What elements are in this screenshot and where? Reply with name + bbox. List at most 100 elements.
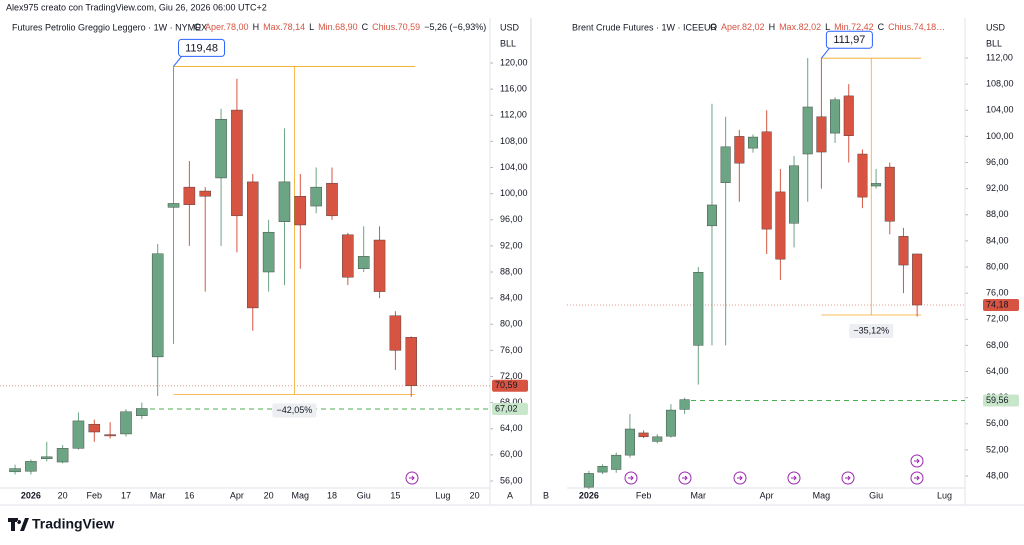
x-tick-label: Mar bbox=[150, 490, 166, 500]
logo-text: TradingView bbox=[32, 516, 114, 532]
x-tick-label: Apr bbox=[760, 490, 774, 500]
candle-body bbox=[706, 204, 717, 227]
x-tick-label: Mag bbox=[292, 490, 310, 500]
event-icon-glyph bbox=[682, 475, 688, 481]
x-tick-label: 18 bbox=[327, 490, 337, 500]
candle-body bbox=[720, 146, 731, 183]
ohlc-item: Chius.74,18… bbox=[888, 22, 945, 32]
candle-body bbox=[734, 136, 745, 164]
y-tick-label: 76,00 bbox=[986, 288, 1009, 298]
x-tick-label: 16 bbox=[184, 490, 194, 500]
x-tick-label: 2026 bbox=[21, 490, 41, 500]
callout-box bbox=[825, 30, 873, 49]
candle-body bbox=[830, 99, 841, 134]
y-tick-label: 92,00 bbox=[986, 183, 1009, 193]
candle-body bbox=[775, 191, 786, 260]
ohlc-item: L bbox=[825, 22, 830, 32]
y-tick-label: 88,00 bbox=[986, 209, 1009, 219]
ohlc-item: O bbox=[194, 22, 201, 32]
event-icon-glyph bbox=[791, 475, 797, 481]
event-icon-glyph bbox=[737, 475, 743, 481]
candle-body bbox=[25, 461, 37, 472]
candle-body bbox=[357, 256, 370, 269]
candle-body bbox=[56, 448, 69, 463]
candle-body bbox=[262, 231, 275, 273]
candle-body bbox=[884, 166, 895, 222]
event-icon-glyph bbox=[628, 475, 634, 481]
x-tick-label: Feb bbox=[636, 490, 652, 500]
candle-body bbox=[136, 408, 148, 416]
event-icon-glyph bbox=[914, 458, 920, 464]
y-tick-label: 108,00 bbox=[986, 78, 1014, 88]
logo-icon bbox=[8, 518, 29, 531]
ohlc-item: Aper.78,00 bbox=[205, 22, 249, 32]
callout-label: 111,97 bbox=[833, 34, 865, 46]
tradingview-logo: TradingView bbox=[8, 516, 114, 532]
y-tick-label: 56,00 bbox=[986, 418, 1009, 428]
measure-label: −42,05% bbox=[276, 405, 312, 415]
event-icon-glyph bbox=[409, 475, 415, 481]
candle-body bbox=[310, 186, 322, 207]
callout-pointer bbox=[821, 47, 830, 59]
unit: BLL bbox=[500, 38, 516, 48]
unit: BLL bbox=[986, 38, 1002, 48]
y-tick-label: 48,00 bbox=[986, 470, 1009, 480]
candle-body bbox=[857, 153, 868, 198]
callout-label: 119,48 bbox=[185, 42, 218, 54]
y-tick-label: 60,00 bbox=[500, 449, 523, 459]
ohlc-item: C bbox=[878, 22, 885, 32]
ohlc-item: Chius.70,59 bbox=[372, 22, 420, 32]
x-tick-label: 20 bbox=[470, 490, 480, 500]
ohlc-item: H bbox=[769, 22, 776, 32]
candle-body bbox=[231, 109, 243, 217]
symbol-title: Brent Crude Futures · 1W · ICEEUR bbox=[572, 22, 718, 32]
candle-body bbox=[326, 182, 338, 217]
ohlc-item: Max.82,02 bbox=[779, 22, 821, 32]
x-tick-label: Mar bbox=[691, 490, 707, 500]
y-tick-label: 68,00 bbox=[986, 340, 1009, 350]
y-tick-label: 56,00 bbox=[500, 475, 523, 485]
candle-body bbox=[41, 456, 53, 459]
candle-body bbox=[278, 181, 291, 222]
event-icon-glyph bbox=[845, 475, 851, 481]
y-tick-label: 76,00 bbox=[500, 345, 523, 355]
ref-tag-label: 67,02 bbox=[495, 403, 518, 413]
candle-body bbox=[597, 466, 608, 473]
candle-body bbox=[871, 183, 882, 187]
candle-body bbox=[342, 234, 354, 278]
candle-body bbox=[789, 165, 800, 224]
ohlc-item: O bbox=[710, 22, 717, 32]
measure-label-box bbox=[849, 324, 894, 339]
ref-tag bbox=[492, 403, 528, 416]
ohlc-item: Max.78,14 bbox=[263, 22, 305, 32]
y-tick-label: 120,00 bbox=[500, 57, 528, 67]
currency: USD bbox=[986, 22, 1006, 32]
y-tick-label: 100,00 bbox=[986, 131, 1014, 141]
candle-body bbox=[652, 436, 663, 442]
x-tick-label: Giu bbox=[869, 490, 883, 500]
candle-body bbox=[72, 420, 85, 449]
x-tick-label: Giu bbox=[357, 490, 371, 500]
y-tick-label: 92,00 bbox=[500, 240, 523, 250]
candle-body bbox=[679, 399, 690, 410]
y-tick-label: 64,00 bbox=[986, 366, 1009, 376]
candle-body bbox=[104, 434, 116, 437]
y-tick-label: 72,00 bbox=[986, 314, 1009, 324]
y-tick-label: 52,00 bbox=[986, 444, 1009, 454]
candle-body bbox=[611, 454, 622, 470]
y-tick-label: 72,00 bbox=[500, 371, 523, 381]
y-tick-label: 104,00 bbox=[500, 162, 528, 172]
ohlc-item: H bbox=[253, 22, 260, 32]
y-tick-label: 116,00 bbox=[500, 84, 527, 94]
y-tick-label: 96,00 bbox=[500, 214, 523, 224]
y-tick-label: 68,00 bbox=[500, 397, 523, 407]
event-icon-glyph bbox=[914, 475, 920, 481]
ohlc-values: O Aper.78,00 H Max.78,14 L Min.68,90 C Chius.70… bbox=[194, 22, 486, 32]
y-tick-label: 108,00 bbox=[500, 136, 528, 146]
last-price-label: 70,59 bbox=[495, 380, 518, 390]
y-tick-label: 84,00 bbox=[986, 235, 1009, 245]
symbol-title: Futures Petrolio Greggio Leggero · 1W · … bbox=[12, 22, 207, 32]
candle-body bbox=[816, 116, 827, 153]
